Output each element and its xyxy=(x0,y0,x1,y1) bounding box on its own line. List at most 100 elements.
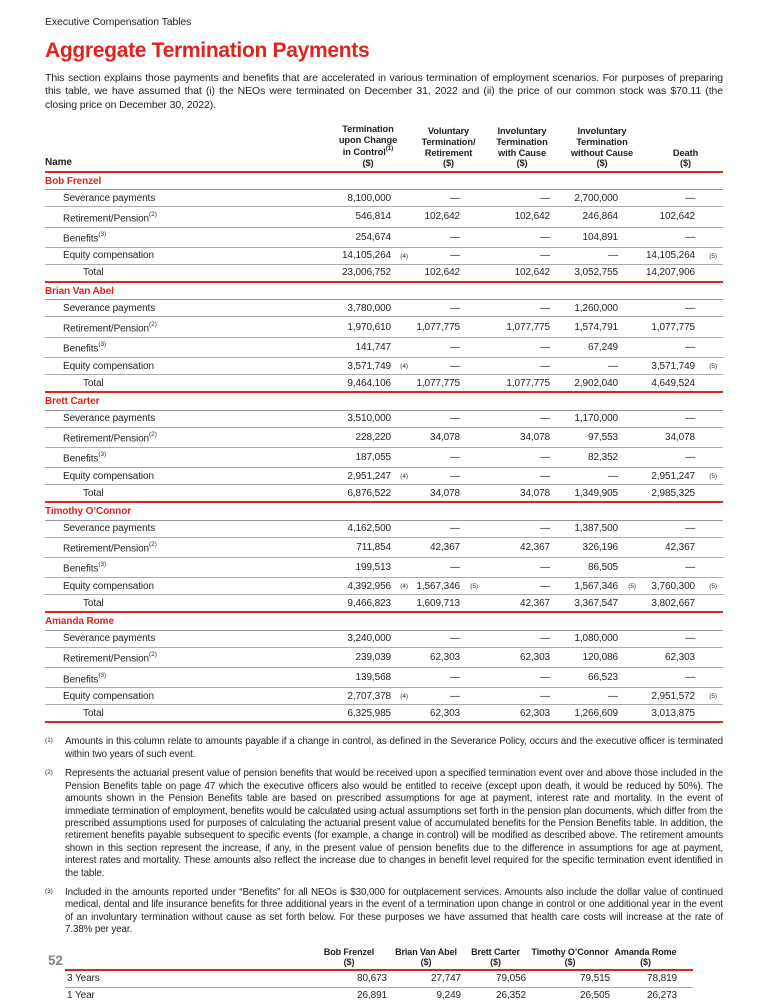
value-cell: 62,303 xyxy=(482,704,554,724)
footnote-marker: (1) xyxy=(45,737,53,745)
value-cell: 102,642 xyxy=(640,206,723,228)
value-cell: 34,078 xyxy=(640,427,723,448)
value-cell: — xyxy=(415,410,482,428)
row-label: Severance payments xyxy=(45,520,285,538)
column-header-name: Name xyxy=(45,124,285,173)
table-row: Total 9,464,106 1,077,775 1,077,775 2,902,04… xyxy=(45,374,723,393)
column-header: Amanda Rome ($) xyxy=(612,946,679,971)
value-cell: 62,303 xyxy=(482,647,554,669)
value-cell: 34,078 xyxy=(415,427,482,448)
value-cell: 102,642 xyxy=(415,206,482,228)
value-cell: 2,985,325 xyxy=(640,484,723,504)
table-row: Retirement/Pension(2) 711,854 42,367 42,367… xyxy=(45,537,723,558)
value-cell: 4,162,500 xyxy=(285,520,415,538)
footnote-ref: (4) xyxy=(400,693,408,701)
value-cell: 1,077,775 xyxy=(640,316,723,338)
table-header-row: Name Termination upon Change in Control(1)(… xyxy=(45,124,723,173)
value-cell: 4,649,524 xyxy=(640,374,723,393)
footnote-ref: (3) xyxy=(98,231,107,239)
value-cell: — xyxy=(640,667,723,689)
row-label: Retirement/Pension(2) xyxy=(45,316,285,338)
value-cell: — xyxy=(415,667,482,689)
column-header: Involuntary Termination with Cause ($) xyxy=(482,124,554,173)
table-row: Total 9,466,823 1,609,713 42,367 3,367,547 3,… xyxy=(45,594,723,614)
value-cell: 42,367 xyxy=(640,537,723,558)
value-cell: 254,674 xyxy=(285,227,415,248)
row-label: Total xyxy=(45,484,285,504)
value-cell: 2,951,247 (4) xyxy=(285,467,415,486)
row-label: Total xyxy=(45,594,285,614)
row-label: Total xyxy=(45,374,285,393)
value-cell: 1,260,000 xyxy=(554,299,640,318)
footnote-ref: (2) xyxy=(149,541,157,549)
row-label: Benefits(3) xyxy=(45,227,285,248)
value-cell: — xyxy=(415,299,482,318)
value-cell: 34,078 xyxy=(482,427,554,448)
breadcrumb: Executive Compensation Tables xyxy=(45,16,192,28)
value-cell: — xyxy=(482,630,554,648)
footnote-ref: (5) xyxy=(470,583,478,591)
row-label: Total xyxy=(45,704,285,724)
value-cell: — xyxy=(415,337,482,359)
footnote-ref: (5) xyxy=(709,363,717,370)
value-cell: — xyxy=(482,299,554,318)
value-cell: 9,464,106 xyxy=(285,374,415,393)
column-header: Termination upon Change in Control(1) ($) xyxy=(285,124,415,173)
table-row: Total 6,876,522 34,078 34,078 1,349,905 2,985… xyxy=(45,484,723,504)
value-cell: 187,055 xyxy=(285,447,415,469)
footnote: (2) Represents the actuarial present valu… xyxy=(45,768,723,880)
row-label: Benefits(3) xyxy=(45,337,285,359)
row-label: Severance payments xyxy=(45,410,285,428)
value-cell: — xyxy=(640,227,723,248)
intro-paragraph: This section explains those payments and… xyxy=(45,72,723,111)
exec-name: Bob Frenzel xyxy=(45,171,723,191)
value-cell: 139,568 xyxy=(285,667,415,689)
benefits-cost-table-container: Bob Frenzel ($) Brian Van Abel ($) Brett Car… xyxy=(45,946,723,1000)
value-cell: 6,325,985 xyxy=(285,704,415,724)
footnote: (1) Amounts in this column relate to amou… xyxy=(45,736,723,761)
value-cell: — xyxy=(482,227,554,248)
row-label: Severance payments xyxy=(45,189,285,208)
table-row: 1 Year 26,891 9,249 26,352 26,505 26,273 xyxy=(65,987,693,1000)
footnote-ref: (5) xyxy=(709,473,717,481)
footnote-ref: (5) xyxy=(709,252,717,260)
value-cell: — xyxy=(554,357,640,375)
value-cell: 62,303 xyxy=(415,704,482,724)
value-cell: 9,249 xyxy=(389,987,463,1000)
value-cell: 42,367 xyxy=(415,537,482,558)
value-cell: 102,642 xyxy=(415,264,482,283)
value-cell: 14,207,906 xyxy=(640,264,723,283)
filler-cell xyxy=(679,987,693,1000)
value-cell: — xyxy=(640,299,723,318)
exec-name: Amanda Rome xyxy=(45,612,723,631)
value-cell: 3,780,000 xyxy=(285,299,415,318)
footnote-marker: (2) xyxy=(45,769,53,777)
exec-name-row: Timothy O’Connor xyxy=(45,502,723,521)
value-cell: — xyxy=(640,410,723,428)
value-cell: 1,077,775 xyxy=(482,374,554,393)
value-cell: 79,515 xyxy=(528,969,612,988)
column-header-blank xyxy=(65,946,309,971)
value-cell: 34,078 xyxy=(415,484,482,504)
row-label: 1 Year xyxy=(65,987,309,1000)
column-header: Voluntary Termination/Retirement ($) xyxy=(415,124,482,173)
table-row: Benefits(3) 187,055— —82,352— xyxy=(45,447,723,469)
table-row: Retirement/Pension(2) 239,039 62,303 62,303… xyxy=(45,647,723,669)
value-cell: — xyxy=(482,687,554,706)
value-cell: — xyxy=(482,410,554,428)
table-header-row: Bob Frenzel ($) Brian Van Abel ($) Brett Car… xyxy=(65,946,693,971)
value-cell: 711,854 xyxy=(285,537,415,558)
column-header-blank xyxy=(679,946,693,971)
footnote-ref: (2) xyxy=(149,651,157,659)
value-cell: 2,951,572 (5) xyxy=(640,687,723,706)
value-cell: — xyxy=(415,630,482,648)
value-cell: 1,170,000 xyxy=(554,410,640,428)
value-cell: 1,567,346 (5) xyxy=(415,577,482,596)
value-cell: 62,303 xyxy=(640,647,723,669)
value-cell: 3,367,547 xyxy=(554,594,640,614)
table-row: Total 6,325,985 62,303 62,303 1,266,609 3,013… xyxy=(45,704,723,724)
row-label: Benefits(3) xyxy=(45,667,285,689)
value-cell: — xyxy=(415,447,482,469)
value-cell: — xyxy=(640,557,723,579)
table-row: Severance payments 3,510,000— —1,170,000— xyxy=(45,410,723,428)
